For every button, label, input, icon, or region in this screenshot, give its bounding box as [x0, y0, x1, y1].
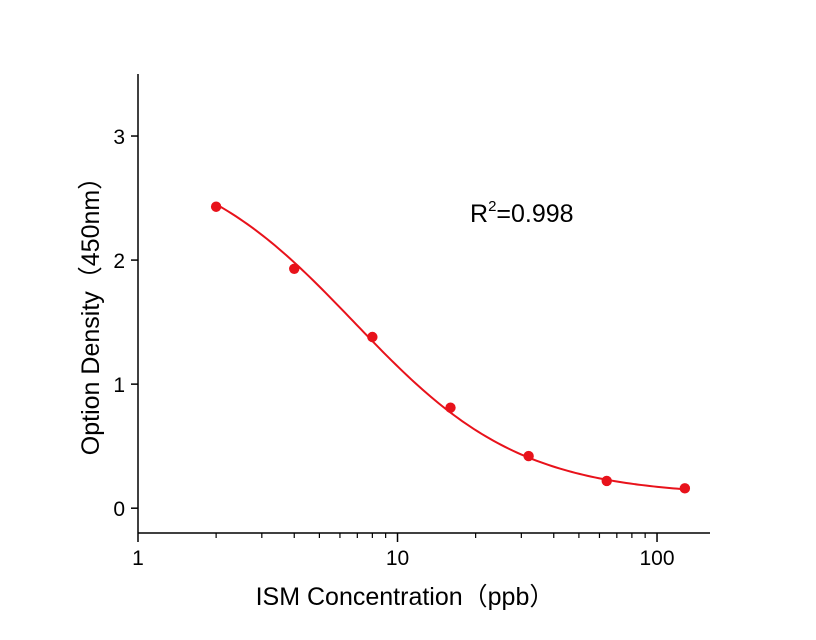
- y-tick-label: 1: [113, 374, 125, 397]
- axes: [137, 74, 710, 534]
- y-tick-label: 0: [113, 498, 125, 521]
- x-tick-label: 1: [132, 547, 144, 570]
- x-tick-label: 10: [386, 547, 409, 570]
- x-ticks: 1 10 100: [132, 533, 675, 570]
- data-point: [289, 263, 300, 274]
- y-ticks: 0 1 2 3: [113, 126, 138, 521]
- r-squared-base: R: [470, 200, 488, 228]
- fit-curve: [215, 203, 685, 491]
- data-point: [679, 483, 691, 494]
- data-point: [445, 402, 456, 413]
- y-tick-label: 2: [113, 250, 125, 273]
- data-points: [210, 201, 691, 494]
- data-point: [210, 201, 222, 212]
- x-tick-label: 100: [640, 547, 675, 570]
- r-squared-value: =0.998: [496, 200, 573, 228]
- y-axis-title: Option Density（450nm）: [77, 165, 105, 455]
- r-squared-annotation: R2=0.998: [470, 198, 574, 228]
- data-point: [601, 475, 612, 487]
- r-squared-superscript: 2: [488, 198, 496, 215]
- x-axis-title: ISM Concentration（ppb）: [256, 583, 555, 611]
- data-point: [523, 450, 534, 462]
- data-point: [367, 331, 378, 343]
- y-tick-label: 3: [113, 126, 125, 149]
